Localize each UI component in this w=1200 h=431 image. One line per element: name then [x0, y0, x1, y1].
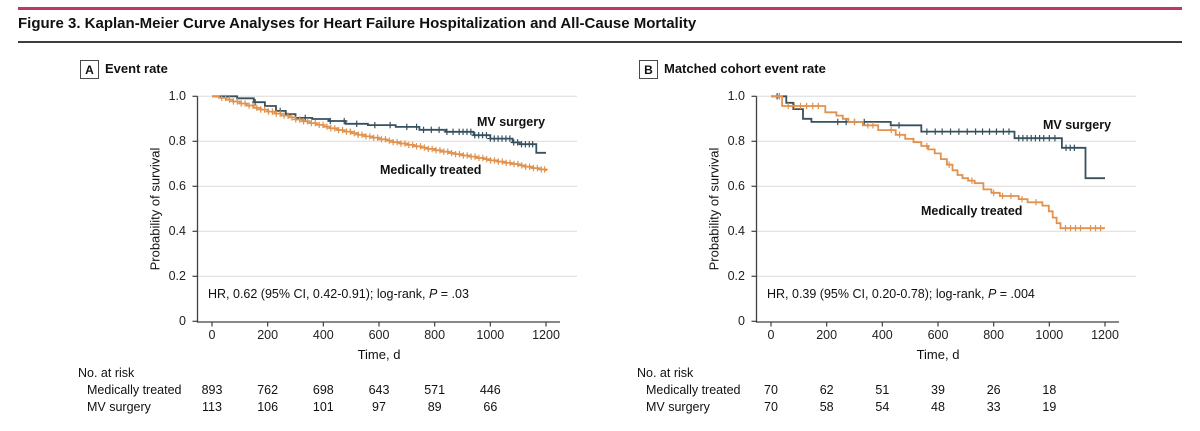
y-tick-label: 0	[179, 314, 186, 329]
risk-count: 18	[1042, 383, 1057, 397]
hr-annotation: HR, 0.62 (95% CI, 0.42-0.91); log-rank, …	[208, 287, 469, 301]
risk-count: 66	[483, 400, 498, 414]
curve-label-mv-surgery: MV surgery	[477, 115, 546, 129]
risk-count: 58	[819, 400, 834, 414]
risk-count: 113	[202, 400, 222, 414]
panel-a: A Event rate Probability of survival Tim…	[62, 55, 622, 431]
km-plot-b	[751, 93, 1136, 327]
accent-bar	[18, 7, 1182, 10]
panel-tag-b: B	[639, 60, 658, 79]
risk-count: 51	[875, 383, 890, 397]
risk-row-label: MV surgery	[646, 400, 710, 414]
risk-count: 97	[372, 400, 386, 414]
risk-count: 48	[931, 400, 945, 414]
x-axis-title: Time, d	[357, 347, 401, 362]
panel-b: B Matched cohort event rate Probability …	[621, 55, 1181, 431]
x-tick-label: 200	[816, 328, 838, 342]
panel-letter: A	[85, 62, 94, 77]
risk-count: 62	[819, 383, 834, 397]
x-tick-label: 600	[368, 328, 390, 342]
x-tick-label: 1000	[1035, 328, 1064, 342]
x-axis-title: Time, d	[916, 347, 960, 362]
risk-row-label: Medically treated	[87, 383, 182, 397]
panel-tag-a: A	[80, 60, 99, 79]
km-curve-medically-treated	[212, 95, 547, 171]
risk-count: 33	[986, 400, 1001, 414]
y-tick-label: 0.6	[727, 179, 745, 194]
figure-title: Figure 3. Kaplan-Meier Curve Analyses fo…	[18, 15, 697, 32]
risk-count: 70	[764, 383, 778, 397]
km-curve-mv-surgery	[771, 95, 1105, 180]
y-tick-label: 1.0	[168, 89, 186, 104]
risk-count: 106	[257, 400, 279, 414]
x-tick-label: 1200	[532, 328, 560, 342]
risk-count: 39	[931, 383, 945, 397]
risk-count: 54	[875, 400, 890, 414]
annotation-p: P	[428, 287, 438, 301]
annotation-p: P	[987, 287, 997, 301]
risk-count: 571	[424, 383, 446, 397]
x-tick-label: 800	[983, 328, 1005, 342]
x-tick-label: 600	[927, 328, 949, 342]
y-tick-label: 0.4	[727, 224, 745, 239]
annotation-text: HR, 0.62 (95% CI, 0.42-0.91); log-rank,	[208, 287, 429, 301]
risk-count: 19	[1042, 400, 1057, 414]
annotation-p-value: = .03	[437, 287, 469, 301]
y-tick-label: 0.4	[168, 224, 186, 239]
x-tick-label: 800	[424, 328, 446, 342]
censor-marks-medically-treated	[776, 93, 1104, 232]
panel-letter: B	[644, 62, 653, 77]
risk-count: 70	[764, 400, 778, 414]
risk-count: 762	[257, 383, 279, 397]
risk-count: 89	[427, 400, 442, 414]
y-tick-label: 0.2	[168, 269, 186, 284]
hr-annotation: HR, 0.39 (95% CI, 0.20-0.78); log-rank, …	[767, 287, 1035, 301]
risk-count: 893	[201, 383, 223, 397]
curve-label-medically-treated: Medically treated	[380, 163, 482, 177]
y-tick-label: 1.0	[727, 89, 745, 104]
y-tick-label: 0.6	[168, 179, 186, 194]
curve-label-mv-surgery: MV surgery	[1043, 118, 1112, 132]
title-divider	[18, 41, 1182, 43]
y-axis-title: Probability of survival	[706, 147, 722, 271]
x-tick-label: 1000	[476, 328, 505, 342]
x-tick-label: 0	[767, 328, 775, 342]
panel-subtitle: Event rate	[105, 61, 168, 76]
risk-count: 26	[986, 383, 1001, 397]
x-tick-label: 200	[257, 328, 279, 342]
curve-label-medically-treated: Medically treated	[921, 204, 1023, 218]
x-tick-label: 1200	[1091, 328, 1119, 342]
risk-row-label: Medically treated	[646, 383, 741, 397]
annotation-text: HR, 0.39 (95% CI, 0.20-0.78); log-rank,	[767, 287, 988, 301]
censor-marks-medically-treated	[218, 94, 548, 173]
risk-table-header: No. at risk	[637, 366, 694, 380]
y-axis-title: Probability of survival	[147, 147, 163, 271]
y-tick-label: 0.8	[168, 134, 186, 149]
risk-count: 643	[368, 383, 390, 397]
x-tick-label: 0	[208, 328, 216, 342]
annotation-p-value: = .004	[996, 287, 1035, 301]
km-plot-a	[192, 94, 577, 327]
panel-subtitle: Matched cohort event rate	[664, 61, 826, 76]
risk-count: 101	[312, 400, 334, 414]
y-tick-label: 0	[738, 314, 745, 329]
risk-table-header: No. at risk	[78, 366, 135, 380]
risk-count: 446	[479, 383, 501, 397]
risk-count: 698	[312, 383, 334, 397]
risk-row-label: MV surgery	[87, 400, 151, 414]
y-tick-label: 0.8	[727, 134, 745, 149]
y-tick-label: 0.2	[727, 269, 745, 284]
x-tick-label: 400	[871, 328, 893, 342]
x-tick-label: 400	[312, 328, 334, 342]
